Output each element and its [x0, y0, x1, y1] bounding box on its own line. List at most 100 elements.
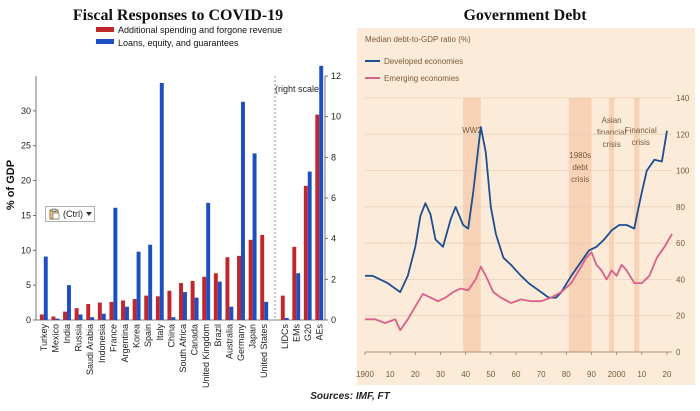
debt-x-tick-label: 90 — [587, 370, 596, 379]
bar-loans-aggregate — [319, 65, 324, 320]
bar-spending — [237, 255, 241, 320]
bar-spending — [63, 311, 67, 320]
fiscal-left-tick-label: 15 — [21, 210, 31, 220]
fiscal-x-tick-label: United Kingdom — [201, 324, 211, 388]
bar-loans — [171, 317, 176, 320]
debt-x-tick-label: 10 — [637, 370, 646, 379]
bar-loans — [194, 297, 199, 320]
bar-spending — [190, 280, 195, 320]
bar-spending — [260, 234, 265, 320]
fiscal-x-tick-label-aggregate: LIDCs — [280, 324, 290, 350]
bar-spending-aggregate — [303, 185, 308, 320]
bar-loans — [159, 82, 164, 320]
bar-loans — [78, 314, 83, 320]
bar-spending — [86, 303, 91, 320]
fiscal-x-tick-label: France — [108, 324, 118, 352]
fiscal-x-tick-label: South Africa — [178, 324, 188, 373]
legend-label-emerging: Emerging economies — [384, 74, 459, 83]
debt-x-tick-label: 20 — [663, 370, 672, 379]
fiscal-right-tick-label: 12 — [331, 71, 341, 81]
legend-label-spending: Additional spending and forgone revenue — [118, 25, 282, 35]
bar-spending — [121, 300, 125, 320]
fiscal-bars — [39, 65, 324, 321]
debt-legend: Developed economies Emerging economies — [365, 57, 463, 83]
fiscal-x-tick-label: Spain — [143, 324, 153, 347]
bar-spending — [144, 295, 149, 320]
caret-down-icon — [86, 212, 92, 216]
debt-x-tick-label: 10 — [386, 370, 395, 379]
bar-loans — [206, 202, 211, 320]
bar-loans — [217, 281, 222, 320]
right-scale-note: (right scale) — [275, 84, 322, 94]
clipboard-icon — [49, 208, 60, 220]
bar-spending — [167, 290, 172, 320]
fiscal-left-tick-label: 20 — [21, 176, 31, 186]
debt-y-tick-label: 140 — [676, 94, 690, 103]
debt-series — [365, 126, 673, 332]
bar-loans — [252, 153, 257, 320]
developed-economies-line — [365, 126, 668, 299]
fiscal-right-tick-label: 2 — [331, 274, 336, 284]
fiscal-x-tick-label: Russia — [74, 324, 84, 352]
fiscal-x-tick-label-aggregate: G20 — [303, 324, 313, 341]
debt-axes: 0 20 40 60 80 100 120 140 1900 10 20 30 40 50 60 70 80 90… — [356, 94, 690, 379]
legend-swatch-spending — [96, 27, 114, 32]
fiscal-left-tick-label: 10 — [21, 245, 31, 255]
fiscal-left-tick-label: 25 — [21, 141, 31, 151]
debt-x-tick-label: 50 — [486, 370, 495, 379]
fiscal-x-tick-label: Germany — [236, 324, 246, 362]
bar-spending — [74, 308, 79, 320]
debt-shaded-period — [463, 98, 481, 352]
bar-loans — [55, 318, 60, 320]
fiscal-right-tick-label: 6 — [331, 193, 336, 203]
fiscal-x-tick-label: Mexico — [50, 324, 60, 353]
debt-x-tick-label: 60 — [512, 370, 521, 379]
paste-options-label: (Ctrl) — [63, 209, 83, 219]
fiscal-x-tick-label: Australia — [224, 324, 234, 359]
legend-swatch-loans — [96, 39, 114, 44]
fiscal-x-tick-label-aggregate: EMs — [291, 324, 301, 343]
debt-period-label: WW2 — [462, 126, 482, 135]
fiscal-left-tick-label: 0 — [26, 315, 31, 325]
fiscal-right-tick-label: 4 — [331, 234, 336, 244]
debt-chart: Government Debt Median debt-to-GDP ratio… — [356, 7, 695, 385]
fiscal-axes: 0 5 10 15 20 25 30 0 2 4 6 8 10 12 — [21, 71, 341, 325]
fiscal-right-tick-label: 8 — [331, 152, 336, 162]
debt-x-tick-label: 80 — [562, 370, 571, 379]
debt-shaded-period — [568, 98, 592, 352]
fiscal-x-tick-label: Indonesia — [97, 324, 107, 363]
bar-spending — [132, 299, 137, 320]
bar-loans — [183, 292, 187, 320]
debt-x-tick-label: 70 — [537, 370, 546, 379]
fiscal-x-tick-label: Canada — [190, 324, 200, 356]
fiscal-left-tick-label: 5 — [26, 280, 31, 290]
fiscal-x-tick-label: Brazil — [213, 324, 223, 347]
fiscal-x-tick-label: Italy — [155, 324, 165, 341]
debt-shaded-period — [634, 98, 640, 352]
debt-period-label: Asian financial crisis — [597, 116, 627, 149]
fiscal-right-tick-label: 10 — [331, 112, 341, 122]
fiscal-x-tick-label: Turkey — [39, 324, 49, 352]
fiscal-left-tick-label: 30 — [21, 106, 31, 116]
fiscal-x-tick-label: India — [62, 324, 72, 344]
bar-loans — [101, 313, 106, 320]
fiscal-x-tick-label-aggregate: AEs — [314, 324, 324, 341]
fiscal-x-tick-label: China — [166, 324, 176, 348]
debt-x-tick-label: 20 — [411, 370, 420, 379]
bar-loans — [136, 251, 141, 320]
bar-loans — [241, 101, 245, 321]
bar-spending — [109, 301, 114, 320]
legend-label-loans: Loans, equity, and guarantees — [118, 38, 239, 48]
debt-y-tick-label: 100 — [676, 167, 690, 176]
debt-shaded-period — [609, 98, 615, 352]
paste-options-button[interactable]: (Ctrl) — [45, 206, 95, 222]
bar-loans — [264, 301, 269, 320]
debt-period-label: 1980s debt crisis — [569, 151, 591, 184]
fiscal-y-axis-label: % of GDP — [5, 160, 17, 210]
bar-spending-aggregate — [292, 246, 297, 320]
debt-y-tick-label: 60 — [676, 239, 685, 248]
bar-loans — [229, 306, 234, 320]
fiscal-x-tick-label: Japan — [248, 324, 258, 349]
bar-loans — [113, 207, 118, 320]
bar-spending-aggregate — [280, 295, 285, 320]
